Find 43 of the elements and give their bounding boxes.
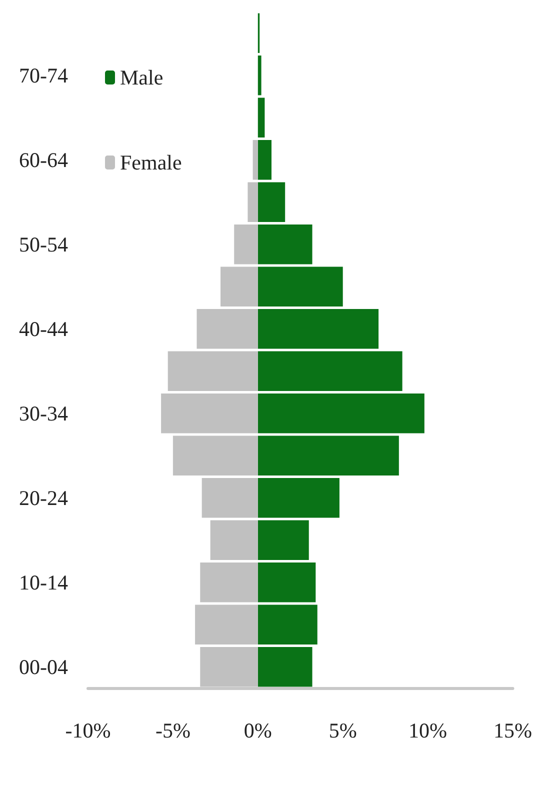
bar [258,478,340,518]
bar [195,604,258,644]
bar [258,56,262,96]
bar [258,562,316,602]
bar [168,351,258,391]
bar [234,224,258,264]
bar [258,309,379,349]
y-tick-label: 60-64 [19,148,68,172]
bar [258,266,343,306]
bar [200,562,258,602]
y-tick-label: 00-04 [19,654,68,679]
y-tick-label: 50-54 [19,232,68,256]
bar [161,394,258,434]
bar [196,309,258,349]
y-tick-label: 70-74 [19,63,68,88]
y-tick-label: 30-34 [19,401,68,426]
bar [258,224,312,264]
bar [210,520,258,560]
legend-label: Male [120,66,164,90]
y-tick-label: 20-24 [19,486,68,510]
bar [258,394,424,434]
bar [258,182,286,222]
y-tick-label: 40-44 [19,316,68,341]
x-tick-label: 5% [328,718,357,742]
bar [202,478,258,518]
legend-label: Female [120,150,182,174]
bar [258,647,312,687]
bar [252,140,258,180]
bar [258,98,265,138]
x-tick-label: -5% [155,718,190,742]
bar [172,436,258,476]
bar [258,520,309,560]
bar [258,351,402,391]
y-tick-label: 10-14 [19,570,68,594]
bar [220,266,258,306]
x-tick-label: 0% [244,718,272,742]
x-tick-label: -10% [65,718,111,742]
bar [258,604,318,644]
x-tick-label: 10% [408,718,448,742]
bar [258,436,399,476]
x-tick-label: 15% [494,718,532,742]
bar [248,182,258,222]
bar [258,140,272,180]
